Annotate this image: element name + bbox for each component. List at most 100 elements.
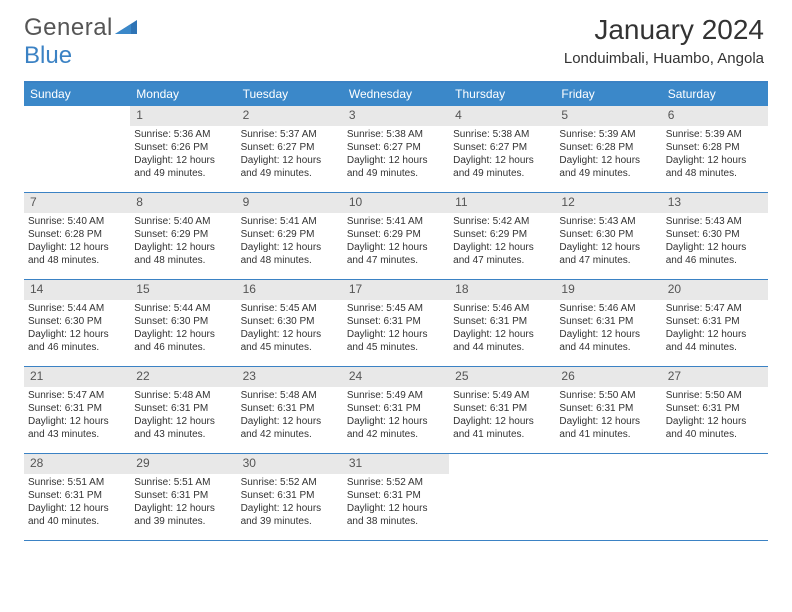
sunset-line: Sunset: 6:27 PM (241, 141, 339, 154)
sunrise-line: Sunrise: 5:42 AM (453, 215, 551, 228)
day-cell: 21Sunrise: 5:47 AMSunset: 6:31 PMDayligh… (24, 367, 130, 453)
sunrise-line: Sunrise: 5:50 AM (666, 389, 764, 402)
day-cell (24, 106, 130, 192)
day-number: 23 (237, 367, 343, 387)
daylight-line: Daylight: 12 hours and 49 minutes. (453, 154, 551, 180)
sunrise-line: Sunrise: 5:52 AM (347, 476, 445, 489)
sunset-line: Sunset: 6:30 PM (666, 228, 764, 241)
day-number: 14 (24, 280, 130, 300)
day-number: 5 (555, 106, 661, 126)
daylight-line: Daylight: 12 hours and 41 minutes. (559, 415, 657, 441)
sunrise-line: Sunrise: 5:45 AM (347, 302, 445, 315)
day-number: 21 (24, 367, 130, 387)
sunset-line: Sunset: 6:31 PM (666, 315, 764, 328)
daylight-line: Daylight: 12 hours and 44 minutes. (559, 328, 657, 354)
sunset-line: Sunset: 6:29 PM (453, 228, 551, 241)
logo-mark-icon (115, 14, 141, 42)
sunset-line: Sunset: 6:31 PM (241, 489, 339, 502)
logo-text-general: General (24, 14, 113, 42)
daylight-line: Daylight: 12 hours and 49 minutes. (347, 154, 445, 180)
daylight-line: Daylight: 12 hours and 45 minutes. (347, 328, 445, 354)
sunrise-line: Sunrise: 5:41 AM (347, 215, 445, 228)
day-cell: 13Sunrise: 5:43 AMSunset: 6:30 PMDayligh… (662, 193, 768, 279)
sunrise-line: Sunrise: 5:48 AM (134, 389, 232, 402)
daylight-line: Daylight: 12 hours and 40 minutes. (666, 415, 764, 441)
week-row: 28Sunrise: 5:51 AMSunset: 6:31 PMDayligh… (24, 454, 768, 541)
day-number: 16 (237, 280, 343, 300)
sunset-line: Sunset: 6:28 PM (666, 141, 764, 154)
day-number: 17 (343, 280, 449, 300)
sunrise-line: Sunrise: 5:48 AM (241, 389, 339, 402)
day-number: 15 (130, 280, 236, 300)
day-cell: 10Sunrise: 5:41 AMSunset: 6:29 PMDayligh… (343, 193, 449, 279)
sunset-line: Sunset: 6:31 PM (347, 315, 445, 328)
location-text: Londuimbali, Huambo, Angola (564, 50, 764, 67)
daylight-line: Daylight: 12 hours and 47 minutes. (453, 241, 551, 267)
header: General January 2024 Londuimbali, Huambo… (0, 0, 792, 73)
title-block: January 2024 Londuimbali, Huambo, Angola (564, 14, 764, 67)
day-cell: 31Sunrise: 5:52 AMSunset: 6:31 PMDayligh… (343, 454, 449, 540)
day-cell: 17 Sunrise: 5:45 AMSunset: 6:31 PMDayligh… (343, 280, 449, 366)
sunrise-line: Sunrise: 5:39 AM (666, 128, 764, 141)
sunrise-line: Sunrise: 5:37 AM (241, 128, 339, 141)
sunrise-line: Sunrise: 5:38 AM (347, 128, 445, 141)
day-number: 29 (130, 454, 236, 474)
daylight-line: Daylight: 12 hours and 43 minutes. (28, 415, 126, 441)
daylight-line: Daylight: 12 hours and 47 minutes. (559, 241, 657, 267)
daylight-line: Daylight: 12 hours and 41 minutes. (453, 415, 551, 441)
sunset-line: Sunset: 6:31 PM (453, 315, 551, 328)
day-number: 3 (343, 106, 449, 126)
sunset-line: Sunset: 6:27 PM (347, 141, 445, 154)
sunrise-line: Sunrise: 5:49 AM (453, 389, 551, 402)
sunset-line: Sunset: 6:31 PM (453, 402, 551, 415)
day-number: 1 (130, 106, 236, 126)
sunrise-line: Sunrise: 5:46 AM (559, 302, 657, 315)
day-number: 8 (130, 193, 236, 213)
sunrise-line: Sunrise: 5:44 AM (28, 302, 126, 315)
day-number: 28 (24, 454, 130, 474)
daylight-line: Daylight: 12 hours and 42 minutes. (347, 415, 445, 441)
sunset-line: Sunset: 6:28 PM (559, 141, 657, 154)
day-cell: 7Sunrise: 5:40 AMSunset: 6:28 PMDaylight… (24, 193, 130, 279)
day-number: 24 (343, 367, 449, 387)
day-cell: 9Sunrise: 5:41 AMSunset: 6:29 PMDaylight… (237, 193, 343, 279)
day-cell: 28Sunrise: 5:51 AMSunset: 6:31 PMDayligh… (24, 454, 130, 540)
sunrise-line: Sunrise: 5:39 AM (559, 128, 657, 141)
day-number: 10 (343, 193, 449, 213)
day-cell: 24Sunrise: 5:49 AMSunset: 6:31 PMDayligh… (343, 367, 449, 453)
day-number: 11 (449, 193, 555, 213)
days-of-week-row: SundayMondayTuesdayWednesdayThursdayFrid… (24, 83, 768, 106)
sunrise-line: Sunrise: 5:50 AM (559, 389, 657, 402)
day-number: 25 (449, 367, 555, 387)
sunrise-line: Sunrise: 5:43 AM (559, 215, 657, 228)
daylight-line: Daylight: 12 hours and 46 minutes. (28, 328, 126, 354)
sunrise-line: Sunrise: 5:52 AM (241, 476, 339, 489)
sunset-line: Sunset: 6:27 PM (453, 141, 551, 154)
sunset-line: Sunset: 6:30 PM (28, 315, 126, 328)
sunset-line: Sunset: 6:29 PM (241, 228, 339, 241)
sunrise-line: Sunrise: 5:38 AM (453, 128, 551, 141)
day-cell: 12Sunrise: 5:43 AMSunset: 6:30 PMDayligh… (555, 193, 661, 279)
sunset-line: Sunset: 6:31 PM (134, 489, 232, 502)
daylight-line: Daylight: 12 hours and 46 minutes. (666, 241, 764, 267)
sunrise-line: Sunrise: 5:44 AM (134, 302, 232, 315)
day-cell: 27Sunrise: 5:50 AMSunset: 6:31 PMDayligh… (662, 367, 768, 453)
day-number: 4 (449, 106, 555, 126)
page-title: January 2024 (564, 14, 764, 46)
day-cell: 2Sunrise: 5:37 AMSunset: 6:27 PMDaylight… (237, 106, 343, 192)
sunrise-line: Sunrise: 5:51 AM (28, 476, 126, 489)
day-cell: 26Sunrise: 5:50 AMSunset: 6:31 PMDayligh… (555, 367, 661, 453)
sunset-line: Sunset: 6:31 PM (134, 402, 232, 415)
day-cell: 20Sunrise: 5:47 AMSunset: 6:31 PMDayligh… (662, 280, 768, 366)
sunset-line: Sunset: 6:29 PM (134, 228, 232, 241)
day-cell: 14 Sunrise: 5:44 AMSunset: 6:30 PMDayligh… (24, 280, 130, 366)
sunrise-line: Sunrise: 5:40 AM (134, 215, 232, 228)
day-cell: 6Sunrise: 5:39 AMSunset: 6:28 PMDaylight… (662, 106, 768, 192)
day-number: 30 (237, 454, 343, 474)
dow-cell: Tuesday (237, 83, 343, 106)
dow-cell: Monday (130, 83, 236, 106)
day-number: 26 (555, 367, 661, 387)
dow-cell: Wednesday (343, 83, 449, 106)
day-number: 6 (662, 106, 768, 126)
dow-cell: Sunday (24, 83, 130, 106)
